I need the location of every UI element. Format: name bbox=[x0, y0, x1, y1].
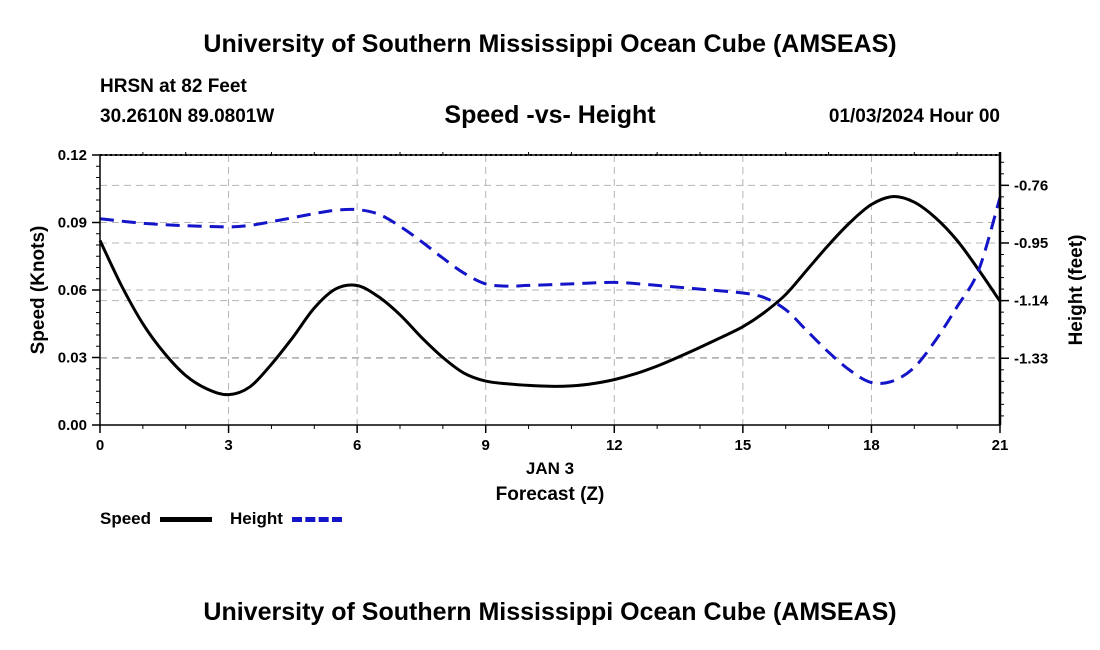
x-axis-label: Forecast (Z) bbox=[496, 484, 605, 505]
y2-tick-label: -1.14 bbox=[1014, 293, 1049, 310]
x-tick-label: 15 bbox=[735, 437, 752, 454]
legend-speed-swatch bbox=[160, 517, 212, 522]
y-tick-label: 0.09 bbox=[58, 215, 87, 232]
forecast-datetime: 01/03/2024 Hour 00 bbox=[828, 106, 1000, 127]
y-tick-label: 0.12 bbox=[58, 147, 87, 164]
x-tick-label: 18 bbox=[863, 437, 880, 454]
y2-tick-label: -0.95 bbox=[1014, 235, 1048, 252]
y-tick-label: 0.06 bbox=[58, 282, 87, 299]
station-label: HRSN at 82 Feet bbox=[100, 76, 247, 97]
y2-axis-label: Height (feet) bbox=[1066, 235, 1087, 346]
chart-subtitle: Speed -vs- Height bbox=[444, 101, 656, 129]
footer-title: University of Southern Mississippi Ocean… bbox=[203, 598, 897, 626]
x-tick-label: 6 bbox=[353, 437, 361, 454]
legend-speed-label: Speed bbox=[100, 509, 152, 528]
height-series-line bbox=[99, 197, 1002, 385]
coordinates-label: 30.2610N 89.0801W bbox=[100, 106, 275, 127]
x-tick-label: 0 bbox=[96, 437, 104, 454]
series-layer bbox=[98, 195, 1002, 397]
speed-series-line bbox=[98, 195, 1002, 397]
y-axis-label: Speed (Knots) bbox=[28, 226, 49, 355]
y-tick-label: 0.03 bbox=[58, 350, 87, 367]
grid bbox=[100, 154, 1000, 425]
x-tick-label: 3 bbox=[224, 437, 232, 454]
y-tick-label: 0.00 bbox=[58, 417, 87, 434]
x-tick-label: 12 bbox=[606, 437, 623, 454]
x-tick-label: 9 bbox=[482, 437, 490, 454]
y2-tick-label: -1.33 bbox=[1014, 350, 1048, 367]
chart-title: University of Southern Mississippi Ocean… bbox=[203, 30, 897, 58]
axes: JAN 3 Forecast (Z) Speed (Knots) Height … bbox=[28, 147, 1087, 505]
x-axis-date-label: JAN 3 bbox=[526, 459, 574, 478]
legend-height-label: Height bbox=[230, 509, 283, 528]
legend-height-swatch bbox=[292, 517, 342, 522]
y2-tick-label: -0.76 bbox=[1014, 177, 1048, 194]
x-tick-label: 21 bbox=[992, 437, 1009, 454]
